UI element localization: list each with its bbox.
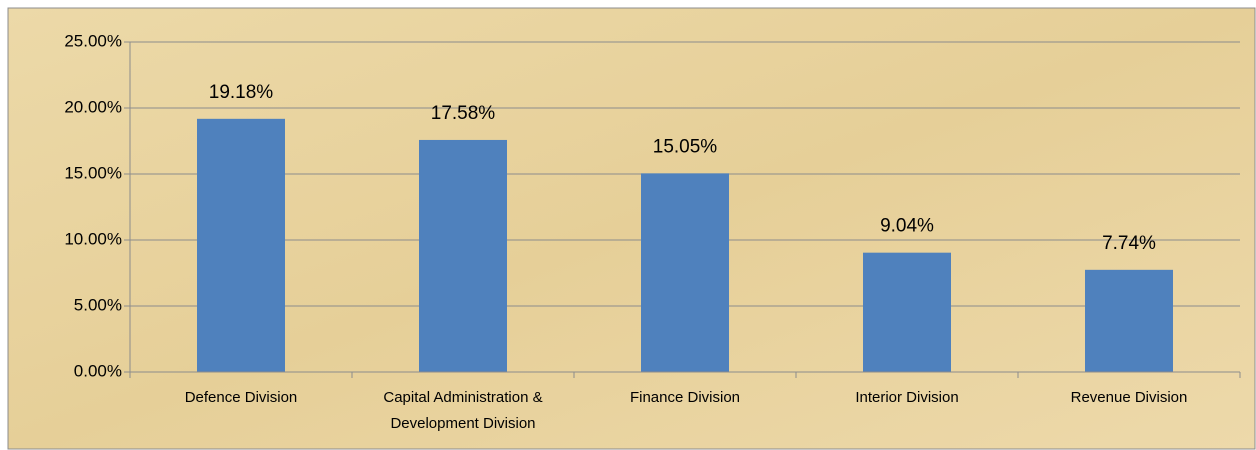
x-tick-label-box: Revenue Division <box>1070 389 1188 406</box>
y-tick-label: 25.00% <box>64 31 122 50</box>
bar <box>641 173 729 372</box>
x-tick-label: Finance Division <box>629 389 741 406</box>
data-label: 19.18% <box>209 82 274 103</box>
x-tick-label-box: Finance Division <box>629 389 741 406</box>
x-tick-label: Defence Division <box>184 389 298 406</box>
y-tick-label: 0.00% <box>74 361 122 380</box>
chart-area <box>7 7 1256 450</box>
x-tick-label-box: Capital Administration & Development Div… <box>383 389 543 432</box>
data-label: 17.58% <box>431 103 496 124</box>
y-tick-label: 20.00% <box>64 97 122 116</box>
x-tick-label: Capital Administration & Development Div… <box>383 389 543 432</box>
x-tick-label: Interior Division <box>855 389 959 406</box>
x-tick-label-box: Defence Division <box>184 389 298 406</box>
y-tick-label: 15.00% <box>64 163 122 182</box>
bar <box>863 252 951 372</box>
bar <box>1085 269 1173 372</box>
data-label: 15.05% <box>653 136 718 157</box>
bar <box>197 118 285 372</box>
y-tick-label: 5.00% <box>74 295 122 314</box>
x-tick-label-box: Interior Division <box>855 389 959 406</box>
data-label: 9.04% <box>880 216 934 237</box>
bar <box>419 139 507 372</box>
x-tick-label: Revenue Division <box>1070 389 1188 406</box>
data-label: 7.74% <box>1102 233 1156 254</box>
y-tick-label: 10.00% <box>64 229 122 248</box>
